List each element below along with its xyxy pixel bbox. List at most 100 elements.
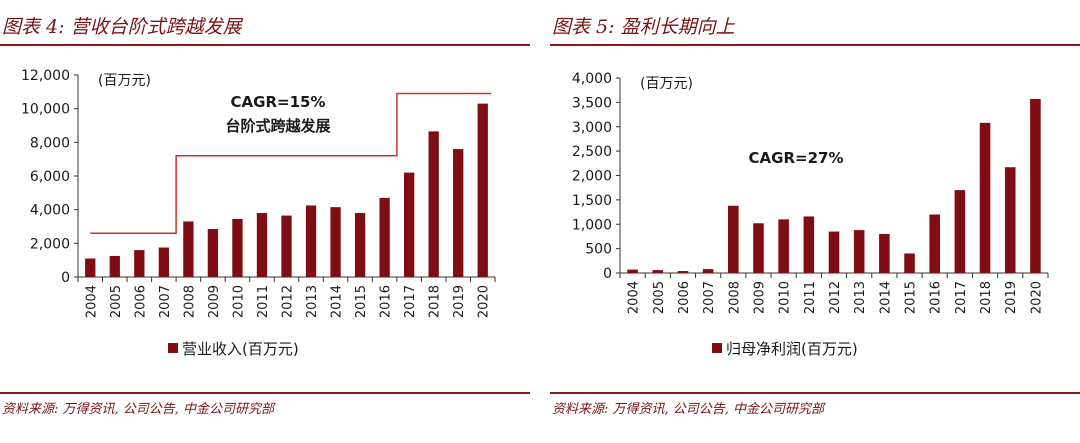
x-tick-label: 2010 — [231, 285, 246, 318]
x-tick-label: 2008 — [182, 285, 197, 318]
bar — [379, 197, 390, 277]
bar — [1004, 167, 1016, 273]
bar — [256, 213, 268, 277]
bar — [305, 205, 317, 277]
x-tick-label: 2020 — [477, 285, 492, 318]
y-tick-label: 10,000 — [21, 102, 70, 118]
x-tick-label: 2011 — [803, 281, 818, 314]
x-tick-label: 2008 — [727, 281, 742, 314]
bar — [904, 253, 915, 273]
x-tick-label: 2017 — [403, 285, 418, 318]
source-note: 资料来源: 万得资讯, 公司公告, 中金公司研究部 — [552, 402, 825, 417]
y-tick-label: 2,500 — [572, 144, 612, 160]
bar — [728, 205, 739, 273]
left-figure-panel: 图表 4: 营收台阶式跨越发展 0 2,000 4,000 6,000 8,000 10,… — [0, 0, 530, 443]
bar — [627, 269, 638, 273]
x-tick-label: 2010 — [778, 281, 793, 314]
source-rule — [550, 392, 1080, 394]
source-note: 资料来源: 万得资讯, 公司公告, 中金公司研究部 — [2, 402, 275, 417]
bar — [652, 270, 664, 273]
figure-5-title: 图表 5: 盈利长期向上 — [552, 16, 735, 38]
revenue-bar-chart: 0 2,000 4,000 6,000 8,000 10,000 12,000 2004 200… — [21, 68, 496, 358]
y-tick-label: 0 — [61, 270, 70, 286]
x-tick-label: 2004 — [627, 281, 642, 314]
bar — [803, 216, 815, 273]
x-tick-label: 2019 — [452, 285, 467, 318]
y-tick-label: 4,000 — [30, 203, 70, 219]
y-tick-label: 3,000 — [572, 120, 612, 136]
bar — [828, 231, 840, 273]
bar — [232, 218, 243, 277]
y-tick-label: 2,000 — [572, 169, 612, 185]
annotation-text: 台阶式跨越发展 — [225, 117, 330, 135]
x-tick-label: 2018 — [979, 281, 994, 314]
bar — [354, 213, 366, 277]
y-tick-label: 4,000 — [572, 71, 612, 87]
bar — [428, 131, 439, 277]
bar — [109, 255, 120, 277]
bar — [778, 219, 789, 273]
step-trend-line — [90, 92, 492, 234]
x-tick-label: 2017 — [954, 281, 969, 314]
x-tick-label: 2014 — [330, 285, 345, 318]
bar — [954, 190, 966, 273]
bar — [879, 234, 890, 273]
x-tick-label: 2015 — [904, 281, 919, 314]
bar — [853, 230, 865, 273]
y-tick-label: 500 — [585, 242, 612, 258]
bar — [929, 214, 940, 273]
y-tick-label: 8,000 — [30, 135, 70, 151]
bar — [753, 223, 764, 273]
annotation-text: CAGR=27% — [749, 149, 844, 167]
bar — [134, 250, 145, 277]
legend-swatch — [168, 343, 178, 353]
y-tick-label: 12,000 — [21, 68, 70, 84]
x-tick-label: 2019 — [1004, 281, 1019, 314]
x-tick-label: 2016 — [929, 281, 944, 314]
bar — [158, 247, 170, 277]
unit-label: (百万元) — [640, 76, 693, 92]
bar — [477, 103, 488, 277]
x-tick-label: 2007 — [702, 281, 717, 314]
y-tick-label: 0 — [603, 266, 612, 282]
x-tick-label: 2004 — [84, 285, 99, 318]
x-tick-label: 2018 — [428, 285, 443, 318]
x-tick-label: 2013 — [853, 281, 868, 314]
x-tick-label: 2006 — [677, 281, 692, 314]
bar — [1030, 98, 1041, 274]
legend-label: 归母净利润(百万元) — [726, 340, 858, 358]
bar — [207, 229, 219, 277]
y-tick-label: 1,000 — [572, 217, 612, 233]
bar — [330, 207, 341, 277]
unit-label: (百万元) — [98, 73, 151, 89]
x-tick-label: 2011 — [256, 285, 271, 318]
x-tick-label: 2013 — [305, 285, 320, 318]
y-tick-label: 2,000 — [30, 236, 70, 252]
y-tick-label: 3,500 — [572, 95, 612, 111]
legend-swatch — [712, 343, 722, 353]
x-tick-label: 2009 — [207, 285, 222, 318]
x-tick-label: 2020 — [1029, 281, 1044, 314]
bar — [453, 149, 464, 277]
bar — [403, 172, 415, 277]
annotation-text: CAGR=15% — [231, 93, 326, 111]
bar — [677, 271, 689, 273]
x-tick-label: 2012 — [828, 281, 843, 314]
x-tick-label: 2005 — [652, 281, 667, 314]
y-tick-label: 1,500 — [572, 193, 612, 209]
x-tick-label: 2006 — [133, 285, 148, 318]
x-tick-label: 2014 — [878, 281, 893, 314]
right-figure-panel: 图表 5: 盈利长期向上 0 500 1,000 1,500 2,000 2,500 3,0… — [550, 0, 1080, 443]
x-tick-label: 2012 — [281, 285, 296, 318]
bar — [702, 269, 714, 273]
bar — [281, 215, 292, 277]
legend-label: 营业收入(百万元) — [182, 340, 299, 358]
bar — [183, 221, 194, 277]
bar — [85, 258, 96, 277]
title-rule — [0, 44, 530, 46]
bar — [979, 122, 991, 273]
x-tick-label: 2005 — [109, 285, 124, 318]
x-tick-label: 2009 — [752, 281, 767, 314]
figure-4-title: 图表 4: 营收台阶式跨越发展 — [2, 16, 242, 38]
x-tick-label: 2015 — [354, 285, 369, 318]
